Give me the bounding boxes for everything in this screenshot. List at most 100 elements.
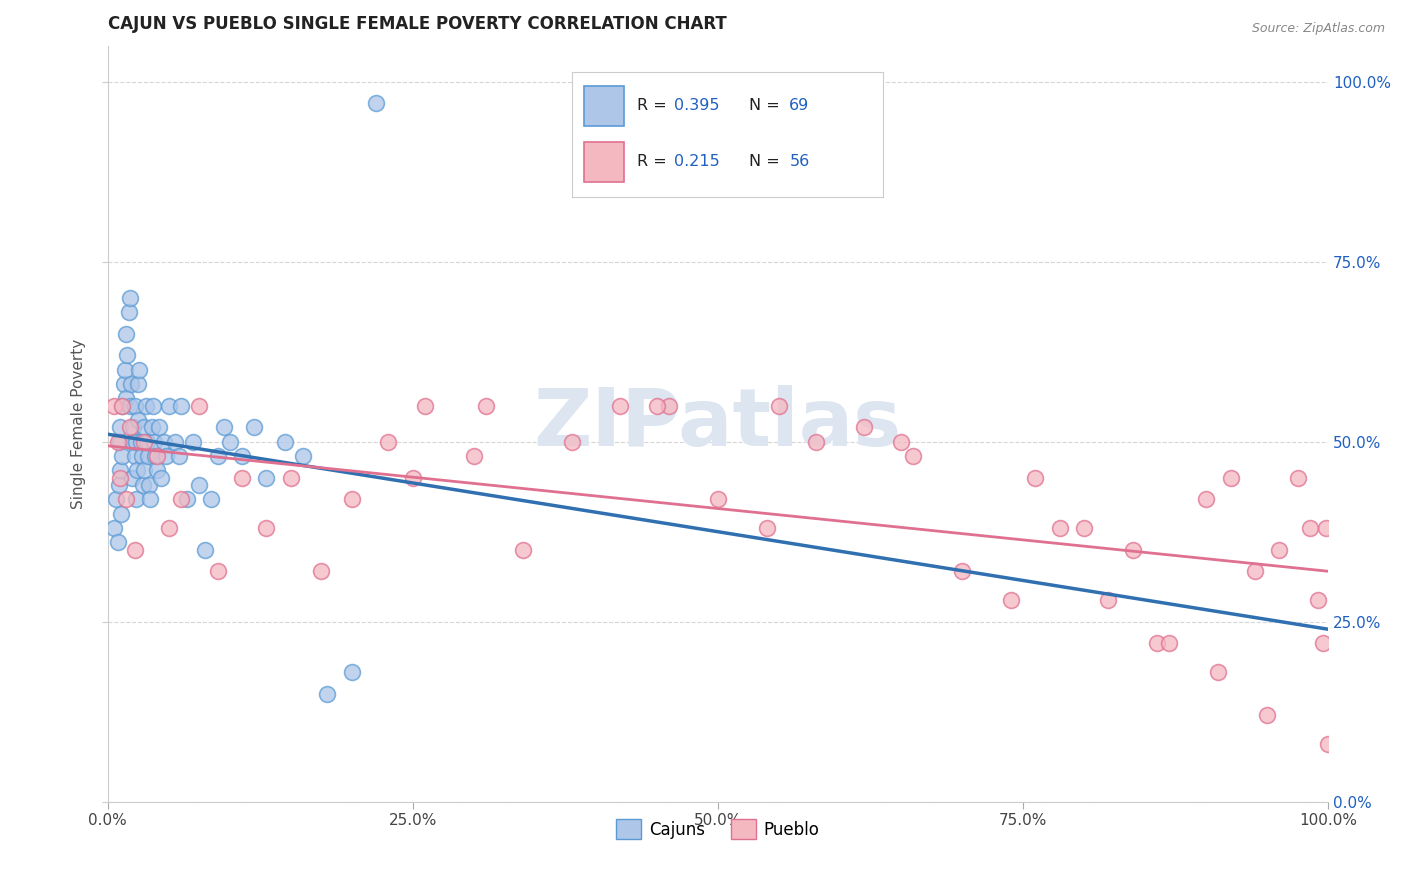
- Point: [145, 449, 167, 463]
- Point: [658, 399, 681, 413]
- Point: [1268, 542, 1291, 557]
- Point: [254, 470, 277, 484]
- Point: [200, 492, 222, 507]
- Point: [1159, 636, 1181, 650]
- Point: [707, 492, 730, 507]
- Point: [1208, 665, 1230, 679]
- Point: [1000, 593, 1022, 607]
- Point: [121, 434, 143, 449]
- Point: [118, 399, 141, 413]
- Point: [120, 377, 142, 392]
- Point: [1097, 593, 1119, 607]
- Point: [108, 420, 131, 434]
- Point: [129, 434, 152, 449]
- Point: [127, 377, 149, 392]
- Point: [107, 478, 129, 492]
- Point: [188, 478, 211, 492]
- Point: [150, 470, 173, 484]
- Point: [124, 399, 146, 413]
- Text: Source: ZipAtlas.com: Source: ZipAtlas.com: [1251, 22, 1385, 36]
- Point: [122, 420, 145, 434]
- Point: [1299, 521, 1322, 535]
- Point: [1219, 470, 1241, 484]
- Point: [118, 291, 141, 305]
- Point: [1195, 492, 1218, 507]
- Point: [131, 449, 153, 463]
- Point: [132, 478, 155, 492]
- Point: [134, 463, 156, 477]
- Point: [311, 564, 333, 578]
- Point: [135, 434, 157, 449]
- Point: [108, 434, 131, 449]
- Point: [157, 521, 180, 535]
- Point: [128, 362, 150, 376]
- Point: [111, 449, 134, 463]
- Point: [292, 449, 315, 463]
- Point: [1049, 521, 1071, 535]
- Point: [117, 305, 139, 319]
- Point: [107, 434, 129, 449]
- Point: [254, 521, 277, 535]
- Point: [274, 434, 297, 449]
- Point: [115, 492, 138, 507]
- Point: [212, 420, 235, 434]
- Point: [167, 449, 190, 463]
- Point: [143, 434, 166, 449]
- Point: [853, 420, 876, 434]
- Point: [890, 434, 912, 449]
- Point: [121, 470, 143, 484]
- Point: [560, 434, 582, 449]
- Point: [111, 399, 134, 413]
- Point: [181, 434, 204, 449]
- Point: [170, 492, 193, 507]
- Point: [148, 420, 170, 434]
- Point: [402, 470, 425, 484]
- Point: [1244, 564, 1267, 578]
- Point: [755, 521, 778, 535]
- Point: [103, 521, 125, 535]
- Point: [125, 492, 148, 507]
- Point: [1315, 521, 1337, 535]
- Point: [138, 478, 160, 492]
- Text: ZIPatlas: ZIPatlas: [534, 384, 903, 463]
- Point: [108, 470, 131, 484]
- Point: [135, 399, 157, 413]
- Point: [804, 434, 827, 449]
- Point: [103, 399, 125, 413]
- Point: [1024, 470, 1046, 484]
- Point: [170, 399, 193, 413]
- Point: [107, 535, 129, 549]
- Point: [340, 665, 363, 679]
- Point: [108, 463, 131, 477]
- Point: [1312, 636, 1334, 650]
- Point: [163, 434, 186, 449]
- Point: [143, 449, 166, 463]
- Point: [207, 564, 229, 578]
- Point: [1286, 470, 1309, 484]
- Point: [142, 399, 165, 413]
- Point: [114, 362, 136, 376]
- Point: [413, 399, 436, 413]
- Point: [176, 492, 198, 507]
- Point: [366, 96, 388, 111]
- Point: [111, 399, 134, 413]
- Point: [141, 420, 163, 434]
- Point: [115, 326, 138, 341]
- Point: [127, 413, 149, 427]
- Point: [145, 463, 167, 477]
- Point: [188, 399, 211, 413]
- Point: [950, 564, 973, 578]
- Point: [243, 420, 266, 434]
- Point: [118, 420, 141, 434]
- Point: [110, 507, 132, 521]
- Point: [768, 399, 790, 413]
- Point: [463, 449, 485, 463]
- Point: [155, 449, 177, 463]
- Point: [645, 399, 668, 413]
- Point: [1317, 737, 1340, 751]
- Point: [280, 470, 302, 484]
- Point: [1308, 593, 1330, 607]
- Point: [112, 377, 135, 392]
- Point: [194, 542, 217, 557]
- Point: [218, 434, 240, 449]
